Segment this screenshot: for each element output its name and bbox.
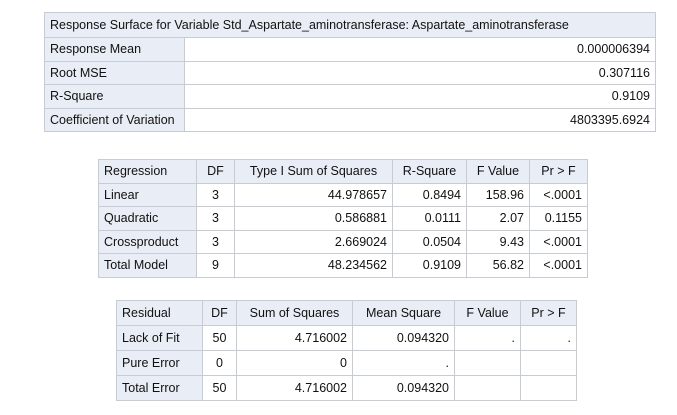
table-row: Pure Error 0 0 .	[116, 350, 577, 376]
cell-ss: 2.669024	[234, 229, 393, 254]
col-header-regression: Regression	[98, 159, 197, 184]
cell-ss: 48.234562	[234, 253, 393, 278]
cell-prf: .	[520, 325, 577, 351]
regression-table: Regression DF Type I Sum of Squares R-Sq…	[98, 159, 588, 278]
table-row: Total Model 9 48.234562 0.9109 56.82 <.0…	[98, 253, 588, 278]
cell-fvalue	[454, 350, 521, 376]
col-header-df: DF	[202, 300, 237, 326]
col-header-ss: Sum of Squares	[236, 300, 353, 326]
cell-rsquare: 0.0504	[392, 229, 467, 254]
cell-prf: 0.1155	[529, 206, 588, 231]
row-label: Lack of Fit	[116, 325, 203, 351]
table-row: Lack of Fit 50 4.716002 0.094320 . .	[116, 325, 577, 351]
cell-fvalue: 9.43	[466, 229, 530, 254]
cell-fvalue	[454, 375, 521, 401]
cell-ss: 0	[236, 350, 353, 376]
row-value: 0.9109	[184, 84, 656, 109]
cell-df: 50	[202, 325, 237, 351]
row-label: Total Model	[98, 253, 197, 278]
cell-df: 50	[202, 375, 237, 401]
table-row: Root MSE 0.307116	[44, 60, 656, 85]
cell-rsquare: 0.9109	[392, 253, 467, 278]
table-row: Crossproduct 3 2.669024 0.0504 9.43 <.00…	[98, 229, 588, 254]
row-label: Root MSE	[44, 60, 185, 85]
cell-df: 9	[196, 253, 235, 278]
table-row: Coefficient of Variation 4803395.6924	[44, 107, 656, 132]
row-label: Response Mean	[44, 37, 185, 62]
col-header-fvalue: F Value	[466, 159, 530, 184]
row-label: Total Error	[116, 375, 203, 401]
table-row: Quadratic 3 0.586881 0.0111 2.07 0.1155	[98, 206, 588, 231]
row-label: Pure Error	[116, 350, 203, 376]
cell-ss: 4.716002	[236, 325, 353, 351]
cell-df: 0	[202, 350, 237, 376]
cell-rsquare: 0.0111	[392, 206, 467, 231]
row-label: Quadratic	[98, 206, 197, 231]
cell-prf: <.0001	[529, 182, 588, 207]
row-value: 4803395.6924	[184, 107, 656, 132]
row-value: 0.307116	[184, 60, 656, 85]
cell-prf: <.0001	[529, 229, 588, 254]
cell-mean-square: 0.094320	[352, 375, 455, 401]
row-label: R-Square	[44, 84, 185, 109]
cell-df: 3	[196, 206, 235, 231]
col-header-mean-square: Mean Square	[352, 300, 455, 326]
row-label: Coefficient of Variation	[44, 107, 185, 132]
cell-ss: 0.586881	[234, 206, 393, 231]
cell-fvalue: 2.07	[466, 206, 530, 231]
col-header-prf: Pr > F	[529, 159, 588, 184]
table-row: Total Error 50 4.716002 0.094320	[116, 375, 577, 401]
table-header-row: Residual DF Sum of Squares Mean Square F…	[116, 300, 577, 326]
residual-table: Residual DF Sum of Squares Mean Square F…	[116, 300, 577, 401]
col-header-type1-ss: Type I Sum of Squares	[234, 159, 393, 184]
col-header-rsquare: R-Square	[392, 159, 467, 184]
cell-fvalue: 56.82	[466, 253, 530, 278]
col-header-residual: Residual	[116, 300, 203, 326]
cell-ss: 44.978657	[234, 182, 393, 207]
cell-df: 3	[196, 182, 235, 207]
cell-ss: 4.716002	[236, 375, 353, 401]
table-row: Linear 3 44.978657 0.8494 158.96 <.0001	[98, 182, 588, 207]
col-header-df: DF	[196, 159, 235, 184]
table-row: R-Square 0.9109	[44, 84, 656, 109]
col-header-fvalue: F Value	[454, 300, 521, 326]
cell-mean-square: .	[352, 350, 455, 376]
row-label: Linear	[98, 182, 197, 207]
fit-summary-title: Response Surface for Variable Std_Aspart…	[44, 12, 656, 38]
cell-df: 3	[196, 229, 235, 254]
row-label: Crossproduct	[98, 229, 197, 254]
cell-prf	[520, 350, 577, 376]
table-header-row: Regression DF Type I Sum of Squares R-Sq…	[98, 159, 588, 184]
col-header-prf: Pr > F	[520, 300, 577, 326]
cell-fvalue: 158.96	[466, 182, 530, 207]
fit-summary-table: Response Surface for Variable Std_Aspart…	[44, 12, 656, 132]
table-row: Response Mean 0.000006394	[44, 37, 656, 62]
cell-prf	[520, 375, 577, 401]
cell-rsquare: 0.8494	[392, 182, 467, 207]
cell-prf: <.0001	[529, 253, 588, 278]
cell-fvalue: .	[454, 325, 521, 351]
row-value: 0.000006394	[184, 37, 656, 62]
cell-mean-square: 0.094320	[352, 325, 455, 351]
